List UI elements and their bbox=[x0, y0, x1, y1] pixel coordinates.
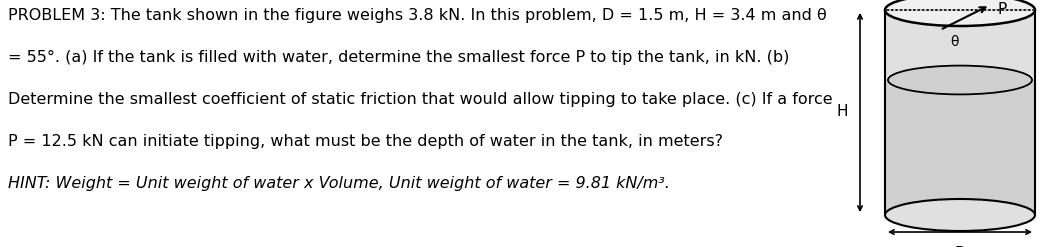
Ellipse shape bbox=[888, 66, 1032, 94]
Text: θ: θ bbox=[950, 35, 958, 49]
Polygon shape bbox=[885, 80, 1035, 215]
Text: H: H bbox=[837, 104, 848, 120]
Text: D: D bbox=[954, 246, 966, 247]
Text: P: P bbox=[998, 2, 1007, 17]
Polygon shape bbox=[885, 10, 1035, 215]
Text: PROBLEM 3: The tank shown in the figure weighs 3.8 kN. In this problem, D = 1.5 : PROBLEM 3: The tank shown in the figure … bbox=[8, 8, 827, 23]
Text: P = 12.5 kN can initiate tipping, what must be the depth of water in the tank, i: P = 12.5 kN can initiate tipping, what m… bbox=[8, 134, 723, 149]
Ellipse shape bbox=[885, 0, 1035, 26]
Ellipse shape bbox=[885, 199, 1035, 231]
Text: Determine the smallest coefficient of static friction that would allow tipping t: Determine the smallest coefficient of st… bbox=[8, 92, 832, 107]
Text: = 55°. (a) If the tank is filled with water, determine the smallest force P to t: = 55°. (a) If the tank is filled with wa… bbox=[8, 50, 789, 65]
Text: HINT: Weight = Unit weight of water x Volume, Unit weight of water = 9.81 kN/m³.: HINT: Weight = Unit weight of water x Vo… bbox=[8, 176, 670, 191]
